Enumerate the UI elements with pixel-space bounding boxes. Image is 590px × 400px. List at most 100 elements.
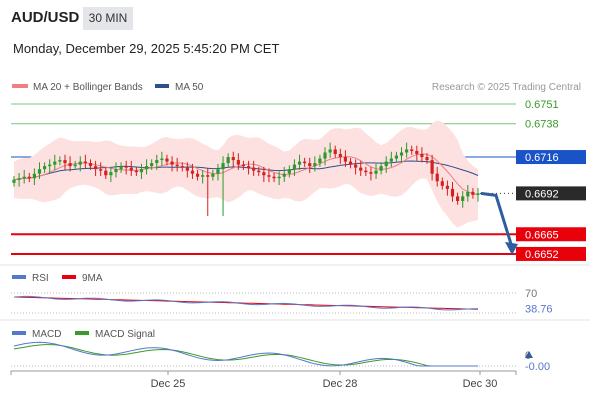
candle-body bbox=[12, 179, 16, 183]
candle-body bbox=[93, 166, 98, 170]
bollinger-bands bbox=[14, 120, 478, 228]
candle-body bbox=[277, 176, 281, 179]
candle-body bbox=[379, 166, 383, 171]
arrow-shaft bbox=[480, 191, 513, 245]
candle-body bbox=[343, 157, 348, 162]
candle-body bbox=[369, 172, 373, 174]
macd-plot: 0-0.00 bbox=[11, 341, 550, 373]
candle-body bbox=[394, 155, 399, 159]
level-label: 0.6652 bbox=[525, 249, 559, 261]
forecast-arrow bbox=[480, 191, 518, 255]
candle-body bbox=[211, 173, 215, 177]
candle-body bbox=[241, 164, 246, 167]
bollinger-band-area bbox=[14, 120, 478, 228]
candle-body bbox=[58, 160, 62, 162]
candle-body bbox=[114, 169, 118, 173]
candle-body bbox=[216, 169, 220, 174]
candle-body bbox=[206, 175, 210, 177]
candle-body bbox=[175, 164, 179, 167]
candle-body bbox=[63, 160, 67, 164]
candle-body bbox=[160, 158, 164, 161]
candle-body bbox=[252, 167, 256, 171]
candle-body bbox=[318, 158, 322, 164]
level-label: 0.6692 bbox=[525, 188, 559, 200]
level-label-bg bbox=[516, 227, 586, 242]
candle-body bbox=[53, 161, 57, 165]
macd-marker bbox=[525, 351, 533, 358]
candle-body bbox=[440, 181, 444, 186]
candle-body bbox=[359, 167, 363, 171]
candle-body bbox=[32, 173, 36, 179]
candle-body bbox=[374, 170, 378, 174]
candle-body bbox=[410, 149, 414, 151]
macd-signal-swatch bbox=[75, 331, 89, 335]
candle-body bbox=[420, 154, 424, 158]
rsi-ma-swatch bbox=[62, 275, 76, 279]
rsi-line bbox=[13, 295, 478, 311]
macd-signal-line bbox=[13, 344, 478, 367]
candle-body bbox=[48, 164, 52, 167]
rsi-last-value: 38.76 bbox=[525, 304, 553, 316]
price-level-labels: 0.6751 0.6738 0.6716 0.6692 0.6665 0.6652 bbox=[516, 99, 586, 261]
candle-body bbox=[231, 157, 235, 161]
candle-body bbox=[257, 170, 261, 173]
ma20-legend: MA 20 + Bollinger Bands bbox=[33, 82, 143, 93]
candle-body bbox=[78, 161, 82, 165]
rsi-level-label: 70 bbox=[525, 288, 537, 300]
rsi-swatch bbox=[12, 275, 26, 279]
candle-body bbox=[195, 173, 200, 177]
candle-body bbox=[42, 166, 47, 170]
candle-body bbox=[119, 166, 123, 170]
candle-body bbox=[272, 176, 276, 179]
candle-body bbox=[88, 163, 93, 167]
macd-last-value: -0.00 bbox=[525, 361, 550, 373]
candle-body bbox=[27, 176, 31, 179]
candle-body bbox=[155, 160, 159, 164]
candle-body bbox=[37, 169, 42, 174]
candle-body bbox=[22, 176, 26, 179]
candle-body bbox=[73, 164, 77, 167]
candle-body bbox=[185, 167, 189, 171]
candle-body bbox=[180, 166, 184, 168]
candle-body bbox=[456, 196, 460, 201]
candle-body bbox=[405, 149, 409, 153]
candle-body bbox=[109, 172, 113, 176]
level-label: 0.6751 bbox=[525, 99, 559, 111]
candle-body bbox=[348, 161, 353, 165]
candle-body bbox=[83, 161, 87, 164]
candle-body bbox=[68, 163, 72, 167]
candle-body bbox=[415, 150, 419, 155]
macd-signal-legend: MACD Signal bbox=[95, 329, 155, 340]
candle-body bbox=[399, 152, 404, 156]
candle-body bbox=[139, 169, 144, 173]
candle-body bbox=[262, 172, 266, 176]
candle-body bbox=[170, 161, 174, 165]
candle-body bbox=[384, 161, 388, 167]
candle-body bbox=[144, 166, 149, 170]
candle-body bbox=[99, 169, 103, 171]
candle-body bbox=[389, 158, 393, 162]
datetime-label: Monday, December 29, 2025 5:45:20 PM CET bbox=[13, 41, 280, 56]
candle-body bbox=[236, 160, 240, 165]
rsi-plot: 70 38.76 bbox=[11, 288, 553, 316]
macd-legend: MACD bbox=[32, 329, 61, 340]
candle-body bbox=[17, 178, 21, 180]
candle-body bbox=[471, 191, 475, 195]
candle-body bbox=[323, 152, 327, 159]
x-tick-label: Dec 25 bbox=[151, 378, 186, 390]
candle-body bbox=[287, 169, 291, 174]
rsi-ma-legend: 9MA bbox=[82, 273, 103, 284]
level-label: 0.6665 bbox=[525, 229, 559, 241]
candle-body bbox=[221, 163, 225, 170]
timeframe-badge[interactable]: 30 MIN bbox=[83, 7, 133, 30]
candle-body bbox=[328, 149, 332, 153]
ma50-legend: MA 50 bbox=[175, 82, 204, 93]
macd-line bbox=[13, 341, 478, 367]
candle-body bbox=[476, 193, 480, 195]
x-tick-label: Dec 30 bbox=[463, 378, 498, 390]
candle-body bbox=[338, 154, 342, 158]
level-label-bg bbox=[516, 186, 586, 201]
candle-body bbox=[364, 170, 368, 173]
candle-body bbox=[297, 161, 302, 165]
